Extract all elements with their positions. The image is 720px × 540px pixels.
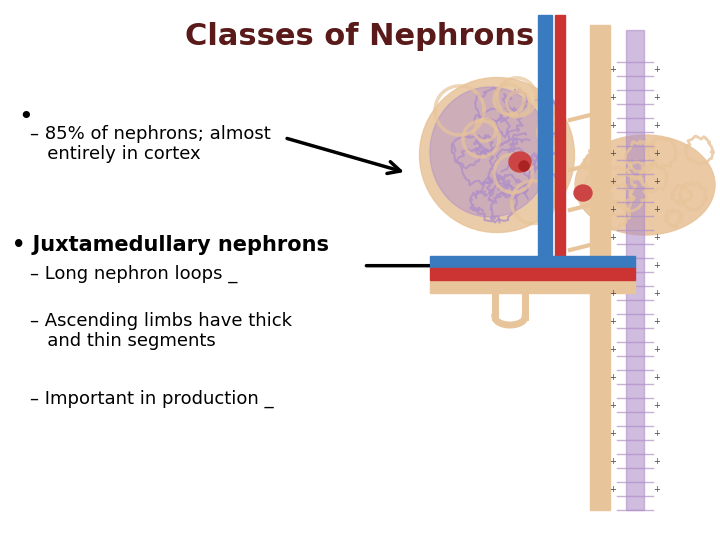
Bar [538,15,552,280]
Text: +: + [654,261,660,271]
Ellipse shape [574,185,592,201]
Text: +: + [610,178,616,186]
Text: +: + [610,261,616,271]
Text: +: + [654,178,660,186]
Bar [590,25,610,510]
Bar [626,30,644,510]
Text: +: + [654,402,660,410]
Bar [555,15,565,280]
Text: +: + [610,65,616,75]
Text: +: + [610,289,616,299]
Bar [430,268,635,280]
Text: – Long nephron loops _: – Long nephron loops _ [30,265,238,284]
Text: +: + [610,318,616,327]
Text: +: + [654,429,660,438]
Text: +: + [610,93,616,103]
Text: +: + [654,93,660,103]
Ellipse shape [430,87,550,217]
Text: +: + [610,150,616,159]
Ellipse shape [575,135,715,235]
Bar [430,281,635,293]
Ellipse shape [420,78,575,233]
Text: +: + [654,65,660,75]
Text: +: + [654,206,660,214]
Text: and thin segments: and thin segments [30,332,216,350]
Text: +: + [610,429,616,438]
Text: • Juxtamedullary nephrons: • Juxtamedullary nephrons [12,235,329,255]
Text: +: + [610,374,616,382]
Ellipse shape [519,161,529,171]
Text: entirely in cortex: entirely in cortex [30,145,201,163]
Text: +: + [610,206,616,214]
Text: – Ascending limbs have thick: – Ascending limbs have thick [30,312,292,330]
Text: – Important in production _: – Important in production _ [30,390,274,408]
Text: +: + [610,233,616,242]
Text: Classes of Nephrons: Classes of Nephrons [185,22,535,51]
Text: +: + [654,346,660,354]
Text: +: + [654,233,660,242]
Text: •: • [18,105,32,129]
Text: +: + [654,374,660,382]
Text: +: + [654,289,660,299]
Text: +: + [610,346,616,354]
Text: – 85% of nephrons; almost: – 85% of nephrons; almost [30,125,271,143]
Text: +: + [654,150,660,159]
Text: +: + [654,318,660,327]
Text: +: + [654,485,660,495]
Text: +: + [610,485,616,495]
Text: +: + [610,402,616,410]
Bar [430,256,635,268]
Text: +: + [654,457,660,467]
Text: +: + [654,122,660,131]
Text: +: + [610,457,616,467]
Ellipse shape [509,152,531,172]
Text: +: + [610,122,616,131]
